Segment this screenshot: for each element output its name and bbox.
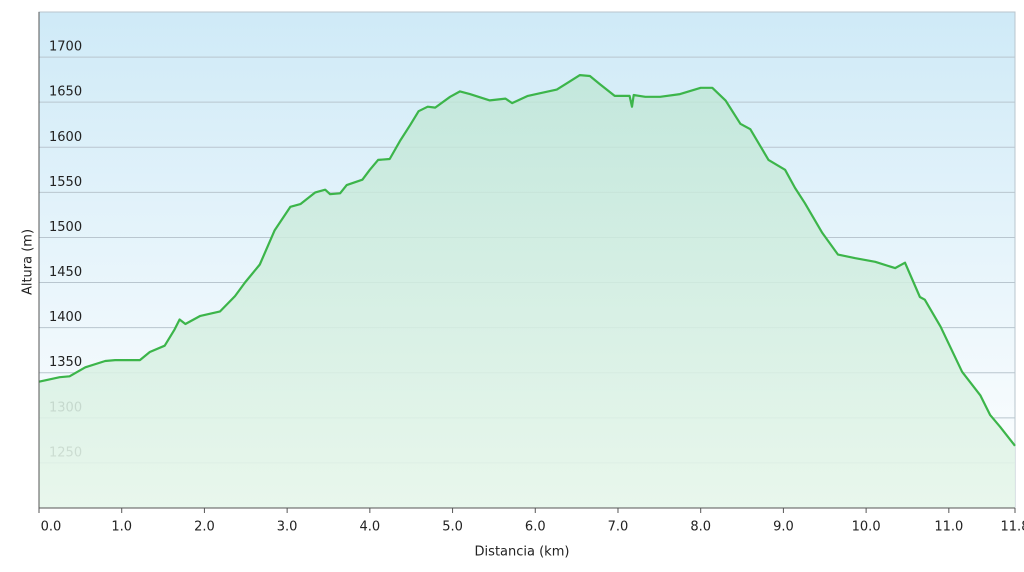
x-tick-label: 10.0	[852, 520, 881, 535]
y-tick-label: 1700	[49, 40, 82, 55]
elevation-line	[38, 74, 1016, 447]
x-tick-label: 6.0	[525, 520, 546, 535]
x-tick-label: 0.0	[41, 520, 62, 535]
x-tick-label: 11.8	[1001, 520, 1024, 535]
x-tick-label: 2.0	[194, 520, 215, 535]
x-tick-label: 8.0	[690, 520, 711, 535]
x-axis-label: Distancia (km)	[475, 545, 570, 560]
x-tick-label: 5.0	[442, 520, 463, 535]
y-tick-label: 1500	[49, 220, 82, 235]
y-tick-label: 1400	[49, 310, 82, 325]
y-tick-label: 1550	[49, 175, 82, 190]
y-tick-label: 1450	[49, 265, 82, 280]
x-tick-label: 3.0	[277, 520, 298, 535]
y-axis-label: Altura (m)	[21, 229, 36, 295]
y-tick-label: 1600	[49, 130, 82, 145]
x-tick-label: 4.0	[360, 520, 381, 535]
x-tick-label: 11.0	[934, 520, 963, 535]
y-tick-label: 1350	[49, 355, 82, 370]
x-tick-label: 7.0	[608, 520, 629, 535]
y-tick-label: 1650	[49, 85, 82, 100]
x-tick-label: 9.0	[773, 520, 794, 535]
area	[39, 75, 1015, 508]
x-tick-label: 1.0	[111, 520, 132, 535]
